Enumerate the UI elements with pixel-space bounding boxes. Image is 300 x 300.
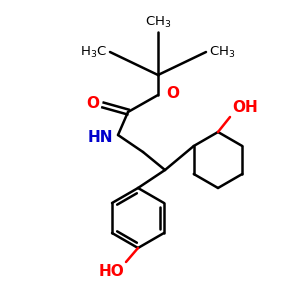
Text: O: O — [86, 97, 99, 112]
Text: HN: HN — [88, 130, 113, 145]
Text: CH$_3$: CH$_3$ — [145, 15, 171, 30]
Text: HO: HO — [98, 264, 124, 279]
Text: O: O — [166, 86, 179, 101]
Text: OH: OH — [232, 100, 258, 115]
Text: H$_3$C: H$_3$C — [80, 44, 107, 59]
Text: CH$_3$: CH$_3$ — [209, 44, 236, 59]
